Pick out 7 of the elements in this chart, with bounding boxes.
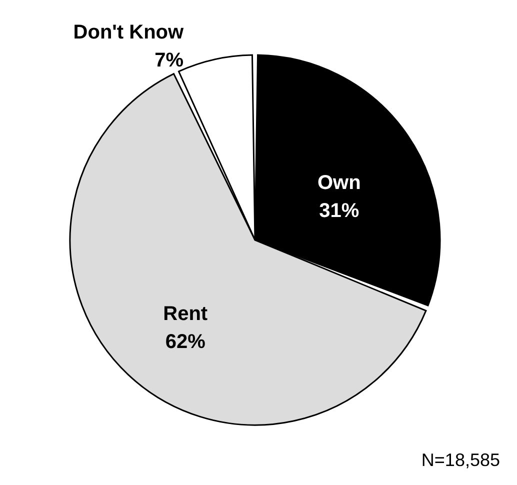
text: N=18,585 (421, 450, 500, 470)
slice-label: Don't Know (73, 21, 184, 44)
slice-label: Own (317, 172, 361, 194)
data-label: 31% (319, 200, 360, 222)
data-label: 62% (165, 331, 206, 354)
slice-label: Rent (163, 303, 208, 326)
data-label: 7% (154, 49, 184, 72)
